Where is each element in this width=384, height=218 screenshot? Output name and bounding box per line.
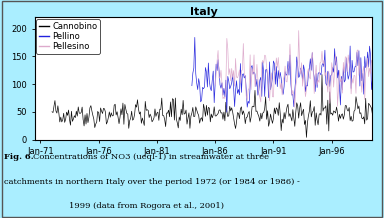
Legend: Cannobino, Pellino, Pellesino: Cannobino, Pellino, Pellesino [36, 19, 100, 54]
Text: Concentrations of NO3 (ueql-1) in streamwater at three: Concentrations of NO3 (ueql-1) in stream… [33, 153, 269, 161]
Title: Italy: Italy [190, 7, 217, 17]
Text: Fig. 6.: Fig. 6. [4, 153, 33, 161]
Text: catchments in northern Italy over the period 1972 (or 1984 or 1986) -: catchments in northern Italy over the pe… [4, 178, 300, 186]
Text: 1999 (data from Rogora et al., 2001): 1999 (data from Rogora et al., 2001) [69, 202, 224, 210]
